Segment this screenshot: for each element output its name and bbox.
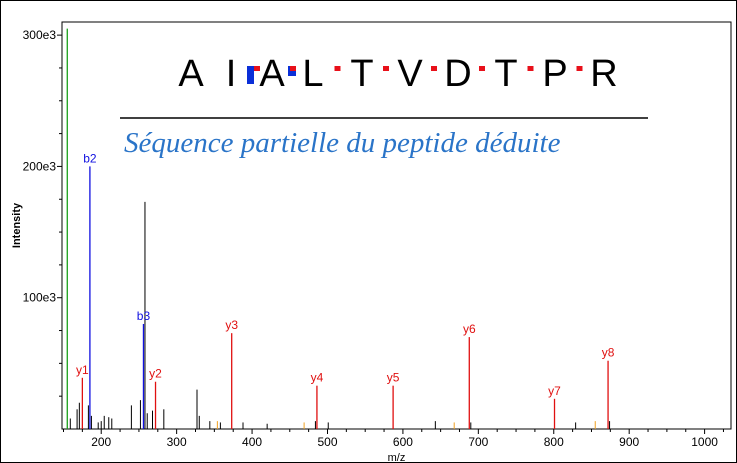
y-ion-marker — [334, 66, 341, 71]
y-tick-label: 200e3 — [23, 159, 57, 173]
x-tick-label: 400 — [242, 435, 262, 449]
y-axis-label: Intensity — [11, 202, 23, 248]
sequence-residue: A — [178, 53, 204, 95]
y-tick-label: 100e3 — [23, 291, 57, 305]
x-tick-label: 200 — [91, 435, 111, 449]
peak-label-y-4: y5 — [387, 371, 400, 385]
y-tick-label: 300e3 — [23, 28, 57, 42]
x-tick-label: 300 — [167, 435, 187, 449]
y-ion-marker — [254, 66, 260, 71]
sequence-residue: V — [397, 53, 423, 95]
peak-label-y-0: y1 — [76, 363, 89, 377]
y-axis: 100e3 200e3 300e3 — [23, 28, 62, 397]
x-tick-label: 500 — [317, 435, 337, 449]
x-axis-label: m/z — [388, 452, 406, 463]
sequence-residue: R — [590, 53, 617, 95]
y-ion-marker — [383, 66, 389, 71]
y-ion-marker — [527, 66, 534, 71]
peak-label-y-3: y4 — [311, 371, 324, 385]
plot-frame — [61, 21, 732, 430]
peak-label-b-1: b3 — [137, 309, 151, 323]
sequence-residue: A — [259, 53, 285, 95]
sequence-residue: I — [226, 53, 237, 95]
x-tick-label: 900 — [619, 435, 639, 449]
sequence-residue: L — [302, 53, 323, 95]
x-tick-label: 1000 — [691, 435, 718, 449]
x-tick-label: 800 — [544, 435, 564, 449]
x-axis: 200 300 400 500 600 700 800 900 1000 — [63, 429, 724, 449]
peak-label-b-0: b2 — [83, 151, 97, 165]
sequence-residue: D — [444, 53, 471, 95]
x-tick-label: 600 — [393, 435, 413, 449]
peak-label-y-2: y3 — [225, 318, 238, 332]
sequence-caption: Séquence partielle du peptide déduite — [124, 127, 561, 159]
peak-label-y-7: y8 — [602, 346, 615, 360]
y-ion-marker — [431, 66, 437, 71]
y-ion-marker — [479, 66, 485, 71]
peak-label-y-5: y6 — [463, 322, 476, 336]
sequence-residue: P — [542, 53, 567, 95]
x-tick-label: 700 — [468, 435, 488, 449]
spectrum-plot: b2 b3 y1 y2 y3 y4 y5 y6 y7 y8 100e3 200e3 300e3 200… — [11, 21, 732, 463]
sequence-residue: T — [494, 53, 517, 95]
peak-layer: b2 b3 y1 y2 y3 y4 y5 y6 y7 y8 — [66, 28, 615, 429]
peak-label-y-1: y2 — [149, 367, 162, 381]
sequence-residue: T — [350, 53, 373, 95]
b-ion-marker — [247, 66, 254, 84]
y-ion-marker — [576, 66, 583, 71]
y-ion-marker — [290, 66, 296, 71]
peak-label-y-6: y7 — [548, 384, 561, 398]
